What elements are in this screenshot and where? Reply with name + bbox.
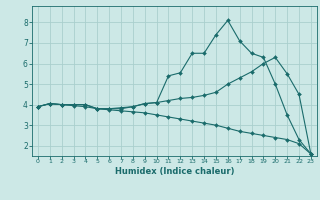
X-axis label: Humidex (Indice chaleur): Humidex (Indice chaleur) bbox=[115, 167, 234, 176]
